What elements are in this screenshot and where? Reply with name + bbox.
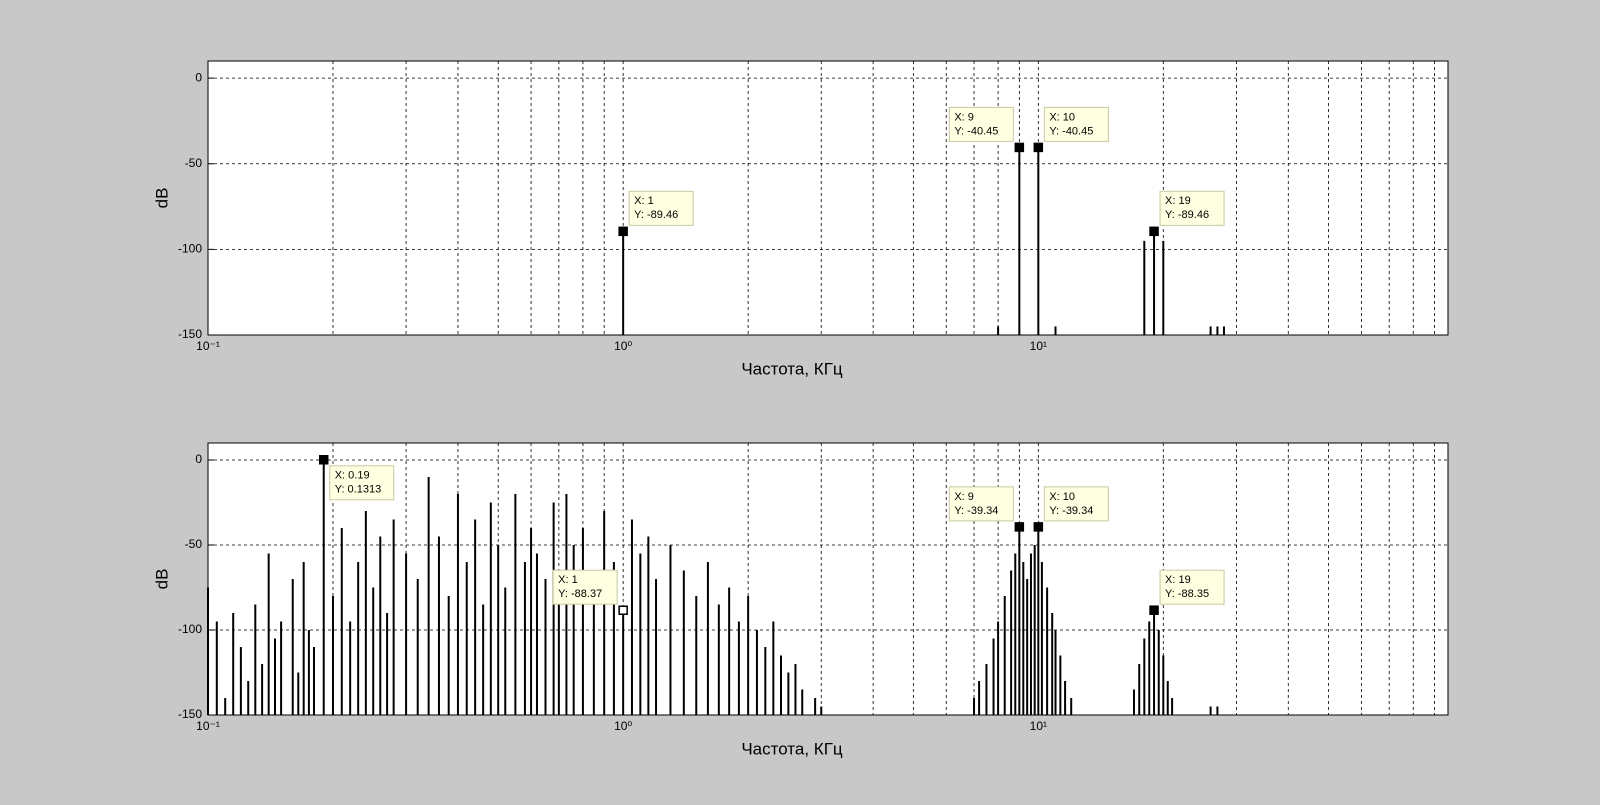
x-tick-label: 10¹ xyxy=(1030,719,1047,733)
axes: 10⁻¹ 10⁰ 10¹ -150 -100 -50 0 Частота, КГц dB X: 1… xyxy=(152,60,1449,378)
data-tip-text: Y: 0.1313 xyxy=(335,484,382,496)
data-tip-marker xyxy=(1149,226,1159,237)
data-tip-text: Y: -88.35 xyxy=(1165,588,1209,600)
data-tip-text: Y: -40.45 xyxy=(1049,125,1093,137)
axes-border xyxy=(207,442,1449,716)
x-tick-label: 10¹ xyxy=(1030,339,1047,353)
data-tip-text: X: 9 xyxy=(954,111,974,123)
data-tip-text: Y: -39.34 xyxy=(1049,505,1093,517)
y-tick-label: 0 xyxy=(195,70,202,84)
y-tick-label: -50 xyxy=(185,537,203,551)
y-tick-label: 0 xyxy=(195,452,202,466)
data-tip-box xyxy=(1043,106,1109,142)
data-tip-marker xyxy=(318,455,329,465)
data-tip-box xyxy=(1159,569,1225,605)
y-axis-label: dB xyxy=(152,188,171,209)
data-tip-box xyxy=(329,465,395,501)
data-tip-text: X: 1 xyxy=(558,574,578,586)
data-tip-text: X: 19 xyxy=(1165,195,1191,207)
y-axis-label: dB xyxy=(152,569,171,590)
data-tip-box xyxy=(1043,486,1109,522)
data-tip: X: 10 Y: -39.34 xyxy=(1033,486,1109,532)
data-tip-marker xyxy=(618,226,628,237)
y-tick-label: -50 xyxy=(185,156,203,170)
x-tick-label: 10⁻¹ xyxy=(196,719,220,733)
axes-border xyxy=(207,60,1449,336)
data-tip-text: X: 1 xyxy=(634,195,654,207)
data-tip: X: 0.19 Y: 0.1313 xyxy=(318,455,395,501)
data-tip: X: 10 Y: -40.45 xyxy=(1033,106,1109,153)
data-tip-marker xyxy=(1014,142,1025,153)
data-tip-text: Y: -88.37 xyxy=(558,588,602,600)
y-tick-label: -150 xyxy=(178,707,202,721)
data-tip-box xyxy=(948,486,1014,522)
x-axis-label: Частота, КГц xyxy=(741,739,843,758)
plot-area xyxy=(208,443,1448,715)
axes: 10⁻¹ 10⁰ 10¹ -150 -100 -50 0 Частота, КГц dB X: 0… xyxy=(152,442,1449,758)
data-tip: X: 9 Y: -39.34 xyxy=(948,486,1025,532)
data-tip-text: X: 0.19 xyxy=(335,470,370,482)
data-tip-text: Y: -89.46 xyxy=(1165,209,1209,221)
data-tip-box xyxy=(628,190,694,226)
y-tick-label: -100 xyxy=(178,242,202,256)
data-tip: X: 19 Y: -89.46 xyxy=(1149,190,1225,237)
data-tip: X: 1 Y: -89.46 xyxy=(618,190,694,237)
x-tick-label: 10⁻¹ xyxy=(196,339,220,353)
data-tip-marker xyxy=(1033,522,1044,532)
data-tip: X: 9 Y: -40.45 xyxy=(948,106,1025,153)
data-tip-text: Y: -39.34 xyxy=(954,505,998,517)
data-tip-marker xyxy=(1014,522,1025,532)
data-tip-text: X: 10 xyxy=(1049,111,1075,123)
data-tip-marker xyxy=(1033,142,1044,153)
data-tip-text: Y: -89.46 xyxy=(634,209,678,221)
x-axis-label: Частота, КГц xyxy=(741,359,843,378)
data-tip-box xyxy=(948,106,1014,142)
data-tip: X: 1 Y: -88.37 xyxy=(552,569,628,615)
data-tip-text: Y: -40.45 xyxy=(954,125,998,137)
x-tick-label: 10⁰ xyxy=(614,719,632,733)
plot-area xyxy=(208,61,1448,335)
data-tip-marker xyxy=(1149,605,1159,615)
data-tip-box xyxy=(552,569,618,605)
data-tip-text: X: 9 xyxy=(954,491,974,503)
data-tip-text: X: 10 xyxy=(1049,491,1075,503)
data-tip: X: 19 Y: -88.35 xyxy=(1149,569,1225,615)
x-tick-label: 10⁰ xyxy=(614,339,632,353)
data-tip-marker xyxy=(618,605,628,615)
data-tip-box xyxy=(1159,190,1225,226)
data-tip-text: X: 19 xyxy=(1165,574,1191,586)
y-tick-label: -100 xyxy=(178,622,202,636)
y-tick-label: -150 xyxy=(178,327,202,341)
